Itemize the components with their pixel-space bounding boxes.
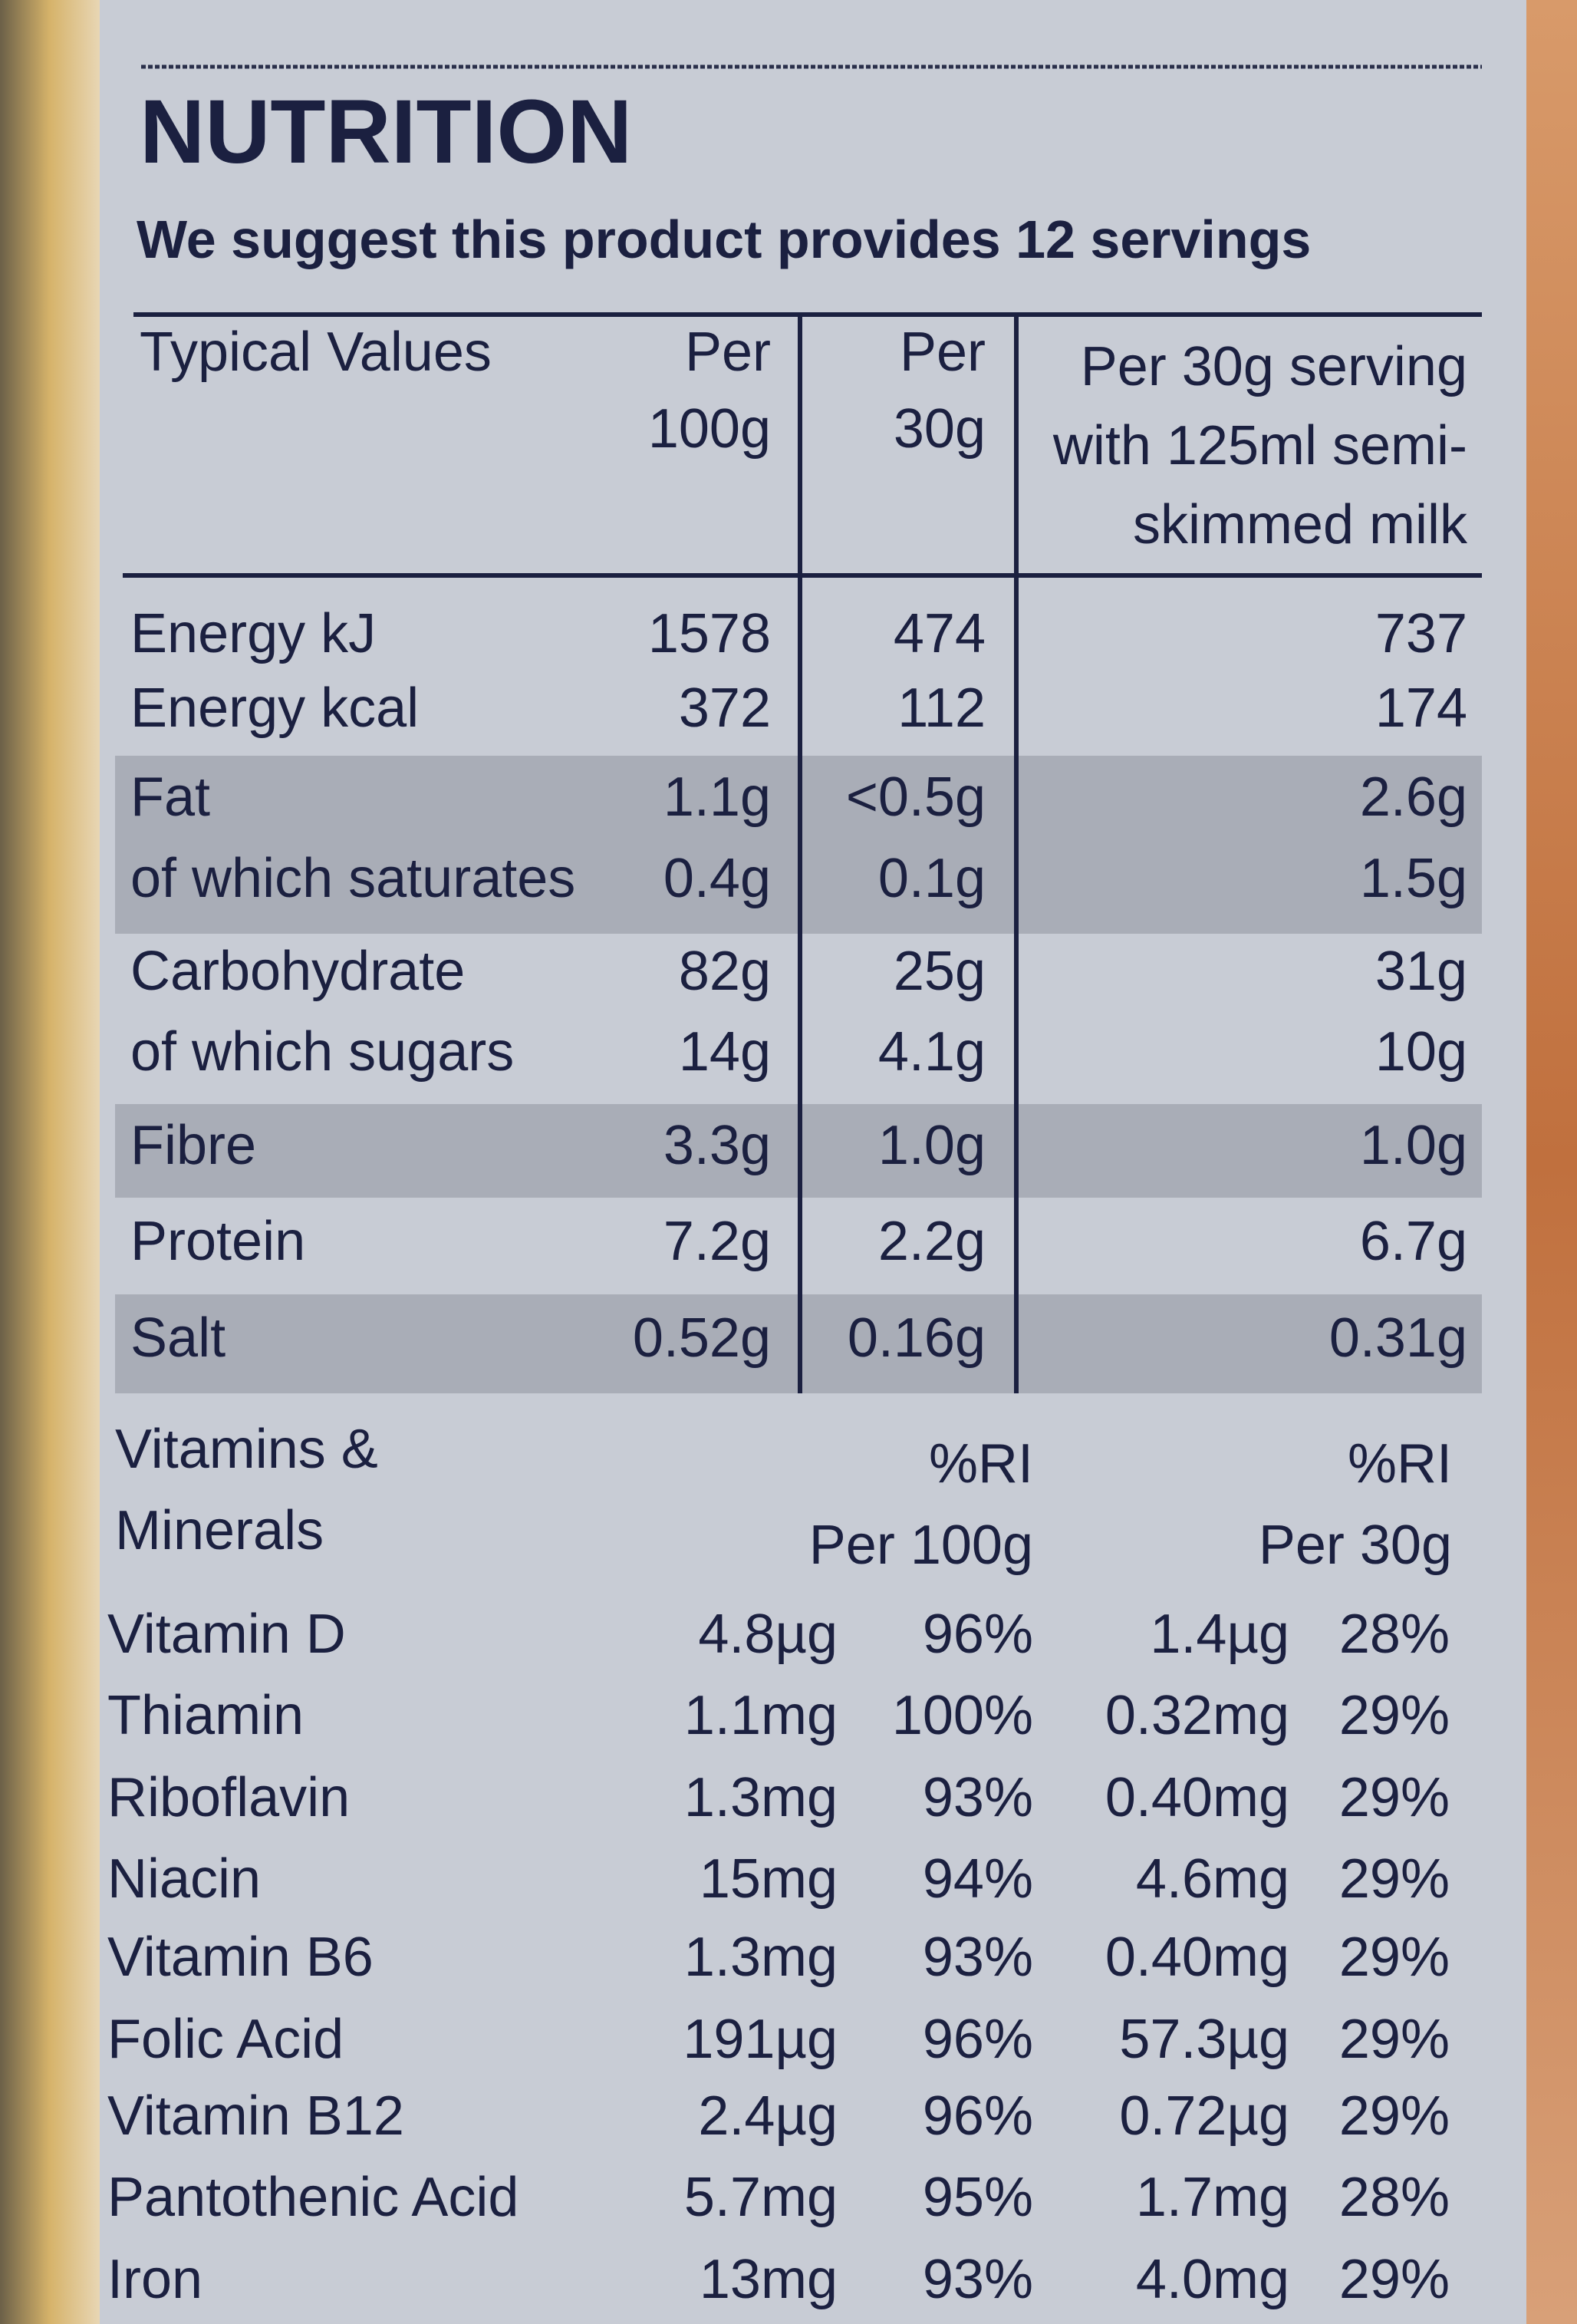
column-header: Per 100g — [809, 1515, 1033, 1576]
cell-value: 96% — [923, 2009, 1033, 2070]
cell-value: 25g — [894, 941, 986, 1002]
cell-value: 14g — [679, 1021, 771, 1083]
cell-value: 13mg — [700, 2249, 838, 2310]
cell-value: 0.31g — [1329, 1307, 1467, 1369]
cell-value: 93% — [923, 2249, 1033, 2310]
row-label: Fat — [130, 766, 210, 828]
cell-value: 372 — [679, 677, 771, 739]
cell-value: 29% — [1339, 2249, 1450, 2310]
cell-value: 29% — [1339, 1767, 1450, 1828]
cell-value: 96% — [923, 1604, 1033, 1665]
cell-value: 10g — [1375, 1021, 1467, 1083]
cell-value: 57.3µg — [1119, 2009, 1289, 2070]
cell-value: 191µg — [683, 2009, 838, 2070]
right-edge — [1526, 0, 1577, 2324]
row-label: Pantothenic Acid — [107, 2167, 519, 2228]
cell-value: 0.52g — [633, 1307, 771, 1369]
section-heading: Vitamins & Minerals — [115, 1419, 378, 1561]
row-label: of which sugars — [130, 1021, 514, 1083]
row-label: Protein — [130, 1211, 305, 1272]
column-header: Per 100g — [648, 321, 771, 460]
column-header: Per 30g — [894, 321, 986, 460]
row-label: Niacin — [107, 1848, 261, 1910]
row-label: Carbohydrate — [130, 941, 465, 1002]
row-label: Vitamin D — [107, 1604, 346, 1665]
cell-value: 1.4µg — [1150, 1604, 1289, 1665]
cell-value: 112 — [897, 677, 986, 739]
cell-value: 29% — [1339, 2009, 1450, 2070]
cell-value: 1.5g — [1360, 848, 1467, 909]
cell-value: 474 — [894, 603, 986, 664]
cell-value: 82g — [679, 941, 771, 1002]
cell-value: 29% — [1339, 2085, 1450, 2147]
cell-value: 15mg — [700, 1848, 838, 1910]
cell-value: 6.7g — [1360, 1211, 1467, 1272]
cell-value: 31g — [1375, 941, 1467, 1002]
cell-value: 1.7mg — [1136, 2167, 1289, 2228]
table-rules — [123, 312, 1482, 1393]
cell-value: 1.3mg — [684, 1767, 838, 1828]
cell-value: 0.40mg — [1105, 1767, 1289, 1828]
row-label: Folic Acid — [107, 2009, 344, 2070]
ri-label: %RI — [1348, 1433, 1452, 1495]
cell-value: 95% — [923, 2167, 1033, 2228]
row-label: Salt — [130, 1307, 226, 1369]
cell-value: 100% — [892, 1685, 1033, 1746]
row-label: Thiamin — [107, 1685, 304, 1746]
cell-value: 3.3g — [663, 1115, 771, 1176]
cell-value: 0.4g — [663, 848, 771, 909]
cell-value: <0.5g — [846, 766, 986, 828]
cell-value: 0.32mg — [1105, 1685, 1289, 1746]
content: Typical Values Per 100g Per 30g Per 30g servi… — [107, 321, 1468, 2310]
row-label: Energy kcal — [130, 677, 419, 739]
row-label: Vitamin B6 — [107, 1927, 374, 1988]
cell-value: 2.2g — [878, 1211, 986, 1272]
cell-value: 0.1g — [878, 848, 986, 909]
row-label: Energy kJ — [130, 603, 376, 664]
cell-value: 1.1mg — [684, 1685, 838, 1746]
row-label: of which saturates — [130, 848, 575, 909]
cell-value: 1.0g — [878, 1115, 986, 1176]
cell-value: 0.16g — [848, 1307, 986, 1369]
cell-value: 737 — [1375, 603, 1467, 664]
cell-value: 4.1g — [878, 1021, 986, 1083]
subtitle: We suggest this product provides 12 serv… — [137, 209, 1311, 269]
left-edge — [0, 0, 100, 2324]
cell-value: 96% — [923, 2085, 1033, 2147]
cell-value: 1.3mg — [684, 1927, 838, 1988]
row-label: Iron — [107, 2249, 202, 2310]
cell-value: 4.8µg — [698, 1604, 838, 1665]
cell-value: 174 — [1375, 677, 1467, 739]
row-label: Fibre — [130, 1115, 256, 1176]
column-header: Per 30g serving with 125ml semi-skimmed m… — [1052, 336, 1468, 555]
cell-value: 93% — [923, 1927, 1033, 1988]
cell-value: 29% — [1339, 1848, 1450, 1910]
cell-value: 93% — [923, 1767, 1033, 1828]
cell-value: 4.6mg — [1136, 1848, 1289, 1910]
row-label: Riboflavin — [107, 1767, 350, 1828]
cell-value: 4.0mg — [1136, 2249, 1289, 2310]
cell-value: 29% — [1339, 1927, 1450, 1988]
cell-value: 5.7mg — [684, 2167, 838, 2228]
cell-value: 1.0g — [1360, 1115, 1467, 1176]
cell-value: 7.2g — [663, 1211, 771, 1272]
row-label: Vitamin B12 — [107, 2085, 404, 2147]
cell-value: 28% — [1339, 1604, 1450, 1665]
cell-value: 2.6g — [1360, 766, 1467, 828]
cell-value: 94% — [923, 1848, 1033, 1910]
cell-value: 28% — [1339, 2167, 1450, 2228]
cell-value: 0.40mg — [1105, 1927, 1289, 1988]
title: NUTRITION — [140, 81, 632, 183]
column-header: Per 30g — [1259, 1515, 1452, 1576]
cell-value: 29% — [1339, 1685, 1450, 1746]
column-header: Typical Values — [140, 321, 492, 383]
ri-label: %RI — [929, 1433, 1033, 1495]
cell-value: 0.72µg — [1119, 2085, 1289, 2147]
cell-value: 2.4µg — [698, 2085, 838, 2147]
cell-value: 1.1g — [663, 766, 771, 828]
cell-value: 1578 — [648, 603, 771, 664]
